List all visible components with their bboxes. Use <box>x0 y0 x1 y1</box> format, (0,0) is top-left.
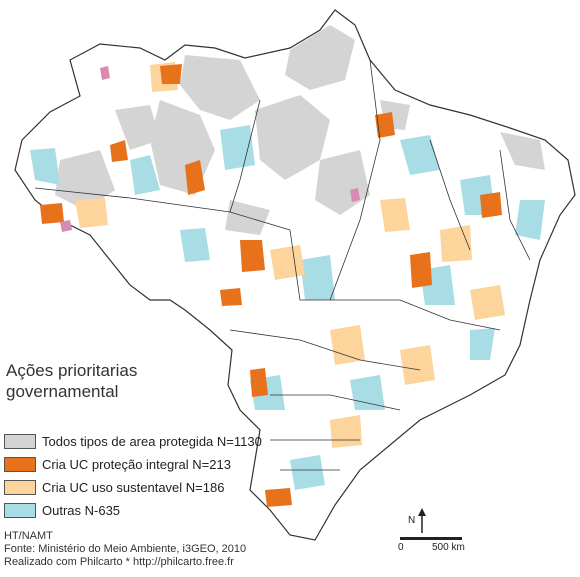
legend-title-line2: governamental <box>6 382 119 401</box>
credit-line1: HT/NAMT <box>4 530 53 542</box>
north-label: N <box>408 515 416 526</box>
legend-title-line1: Ações prioritarias <box>6 361 138 380</box>
legend-label-other: Outras N-635 <box>42 503 121 518</box>
legend-item-integral: Cria UC proteção integral N=213 <box>4 453 262 476</box>
state-borders <box>34 59 531 471</box>
legend-swatch-protected <box>4 434 36 449</box>
credit-line3: Realizado com Philcarto * http://philcar… <box>4 556 234 568</box>
scale-distance: 500 km <box>432 542 465 553</box>
legend-label-sustainable: Cria UC uso sustentavel N=186 <box>42 480 225 495</box>
integral-protection <box>40 64 502 507</box>
legend-label-integral: Cria UC proteção integral N=213 <box>42 457 231 472</box>
legend-item-protected: Todos tipos de area protegida N=1130 <box>4 430 262 453</box>
legend: Todos tipos de area protegida N=1130 Cri… <box>4 430 262 522</box>
north-arrow-icon <box>400 508 462 540</box>
legend-swatch-other <box>4 503 36 518</box>
scale-zero: 0 <box>398 542 404 553</box>
legend-label-protected: Todos tipos de area protegida N=1130 <box>42 434 262 449</box>
legend-title: Ações prioritarias governamental <box>6 360 137 402</box>
legend-swatch-integral <box>4 457 36 472</box>
scale-bar: N 0 500 km <box>396 505 476 555</box>
legend-item-other: Outras N-635 <box>4 499 262 522</box>
legend-swatch-sustainable <box>4 480 36 495</box>
pink-areas <box>60 66 360 232</box>
credits: HT/NAMT Fonte: Ministério do Meio Ambien… <box>4 530 246 569</box>
credit-line2: Fonte: Ministério do Meio Ambiente, i3GE… <box>4 543 247 555</box>
legend-item-sustainable: Cria UC uso sustentavel N=186 <box>4 476 262 499</box>
